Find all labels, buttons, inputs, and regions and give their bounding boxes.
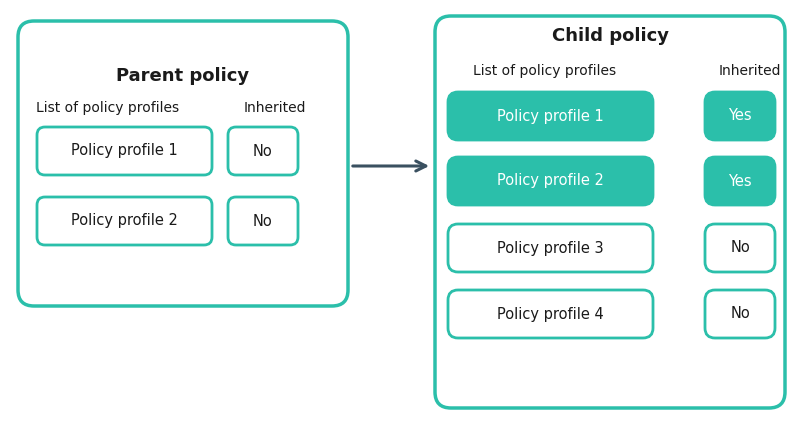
Text: Policy profile 4: Policy profile 4 (497, 306, 604, 322)
FancyBboxPatch shape (37, 127, 212, 175)
FancyBboxPatch shape (228, 197, 298, 245)
Text: Yes: Yes (728, 109, 752, 124)
Text: Inherited: Inherited (718, 64, 782, 78)
Text: Policy profile 1: Policy profile 1 (497, 109, 604, 124)
FancyBboxPatch shape (705, 290, 775, 338)
Text: Inherited: Inherited (244, 101, 306, 115)
FancyBboxPatch shape (228, 127, 298, 175)
Text: List of policy profiles: List of policy profiles (37, 101, 179, 115)
Text: Child policy: Child policy (551, 27, 669, 45)
FancyBboxPatch shape (18, 21, 348, 306)
FancyBboxPatch shape (705, 157, 775, 205)
FancyBboxPatch shape (448, 224, 653, 272)
Text: Policy profile 2: Policy profile 2 (497, 173, 604, 188)
Text: No: No (730, 306, 750, 322)
Text: Parent policy: Parent policy (117, 67, 250, 85)
Text: Policy profile 3: Policy profile 3 (497, 241, 604, 256)
Text: No: No (253, 213, 273, 228)
FancyBboxPatch shape (37, 197, 212, 245)
FancyBboxPatch shape (448, 290, 653, 338)
Text: Policy profile 2: Policy profile 2 (71, 213, 178, 228)
Text: No: No (730, 241, 750, 256)
Text: Policy profile 1: Policy profile 1 (71, 144, 178, 158)
FancyBboxPatch shape (705, 224, 775, 272)
FancyBboxPatch shape (448, 92, 653, 140)
FancyBboxPatch shape (448, 157, 653, 205)
Text: List of policy profiles: List of policy profiles (474, 64, 617, 78)
FancyBboxPatch shape (705, 92, 775, 140)
FancyBboxPatch shape (435, 16, 785, 408)
Text: Yes: Yes (728, 173, 752, 188)
Text: No: No (253, 144, 273, 158)
